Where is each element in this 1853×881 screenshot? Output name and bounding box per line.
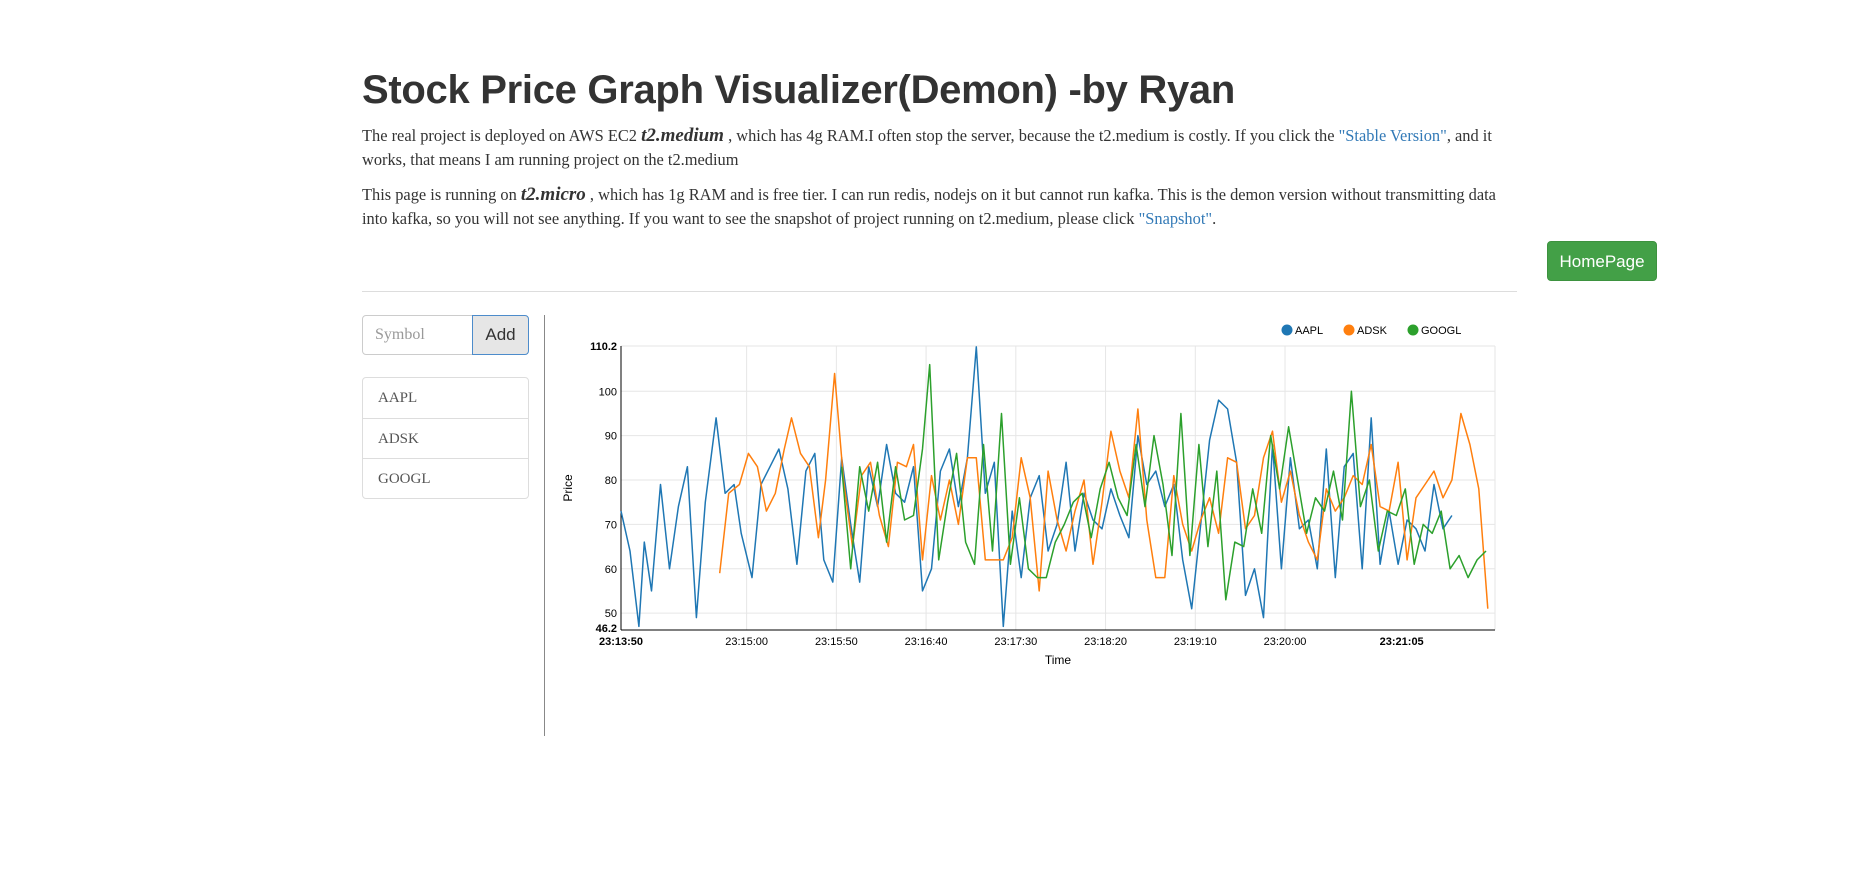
- series-line-adsk: [718, 372, 1489, 609]
- chart-series: [620, 346, 1489, 628]
- legend-marker-adsk: [1343, 324, 1355, 336]
- y-tick-label: 70: [605, 519, 617, 531]
- legend-marker-googl: [1407, 324, 1419, 336]
- x-tick-label: 23:16:40: [905, 636, 948, 648]
- intro-paragraph-micro: This page is running on t2.micro , which…: [362, 183, 1517, 230]
- y-max-label: 110.2: [590, 341, 617, 353]
- chart-legend: AAPL ADSK GOOGL: [1281, 324, 1461, 337]
- instance-type-micro: t2.micro: [520, 184, 586, 205]
- para1-text-mid: , which has 4g RAM.I often stop the serv…: [723, 126, 1339, 145]
- page-title: Stock Price Graph Visualizer(Demon) -by …: [362, 68, 1235, 112]
- x-tick-label: 23:18:20: [1084, 636, 1127, 648]
- para1-text-post: , and it works, that means I am running …: [362, 126, 1492, 169]
- symbol-list-item-adsk[interactable]: ADSK: [363, 418, 528, 458]
- header-divider: [362, 291, 1517, 292]
- symbol-list: AAPL ADSK GOOGL: [362, 377, 529, 499]
- x-tick-label: 23:20:00: [1264, 636, 1307, 648]
- x-tick-label: 23:15:00: [725, 636, 768, 648]
- snapshot-link[interactable]: "Snapshot": [1138, 208, 1213, 228]
- price-chart: 50 60 70 80 90 100 110.2 46.223:13:50 23:15:00 23…: [561, 324, 1496, 667]
- intro-paragraph-medium: The real project is deployed on AWS EC2 …: [362, 124, 1517, 171]
- para2-text-pre: This page is running on: [362, 185, 521, 204]
- symbol-list-item-googl[interactable]: GOOGL: [363, 458, 528, 498]
- stable-version-link[interactable]: "Stable Version": [1338, 126, 1447, 145]
- legend-label-googl: GOOGL: [1421, 325, 1461, 337]
- x-tick-label: 23:17:30: [994, 636, 1037, 648]
- para1-text-pre: The real project is deployed on AWS EC2: [362, 126, 642, 145]
- add-symbol-button[interactable]: Add: [472, 315, 529, 355]
- y-tick-label: 50: [605, 608, 617, 620]
- y-tick-label: 80: [605, 475, 617, 487]
- y-tick-label: 100: [599, 386, 617, 398]
- x-tick-label: 23:21:05: [1380, 636, 1424, 648]
- para2-text-post: .: [1212, 208, 1217, 228]
- x-tick-label: 23:15:50: [815, 636, 858, 648]
- legend-label-aapl: AAPL: [1295, 325, 1323, 337]
- symbol-list-item-aapl[interactable]: AAPL: [378, 390, 418, 406]
- para2-text-mid: , which has 1g RAM and is free tier. I c…: [362, 185, 1496, 228]
- legend-label-adsk: ADSK: [1357, 325, 1388, 337]
- x-tick-label: 23:19:10: [1174, 636, 1217, 648]
- series-line-aapl: [620, 346, 1453, 628]
- chart-axes: 50 60 70 80 90 100 110.2 46.223:13:50 23:15:00 23…: [590, 341, 1495, 648]
- sidebar-divider: [544, 315, 545, 736]
- y-tick-label: 90: [605, 431, 617, 443]
- y-axis-label: Price: [561, 474, 575, 502]
- y-min-label: 46.2: [596, 623, 617, 635]
- instance-type-medium: t2.medium: [641, 125, 724, 146]
- series-line-googl: [840, 363, 1487, 601]
- y-tick-label: 60: [605, 564, 617, 576]
- x-tick-label: 23:13:50: [599, 636, 643, 648]
- homepage-button[interactable]: HomePage: [1547, 241, 1657, 281]
- symbol-input[interactable]: [362, 315, 473, 355]
- legend-marker-aapl: [1281, 324, 1293, 336]
- x-axis-label: Time: [1045, 653, 1072, 667]
- chart-grid: [621, 345, 1496, 630]
